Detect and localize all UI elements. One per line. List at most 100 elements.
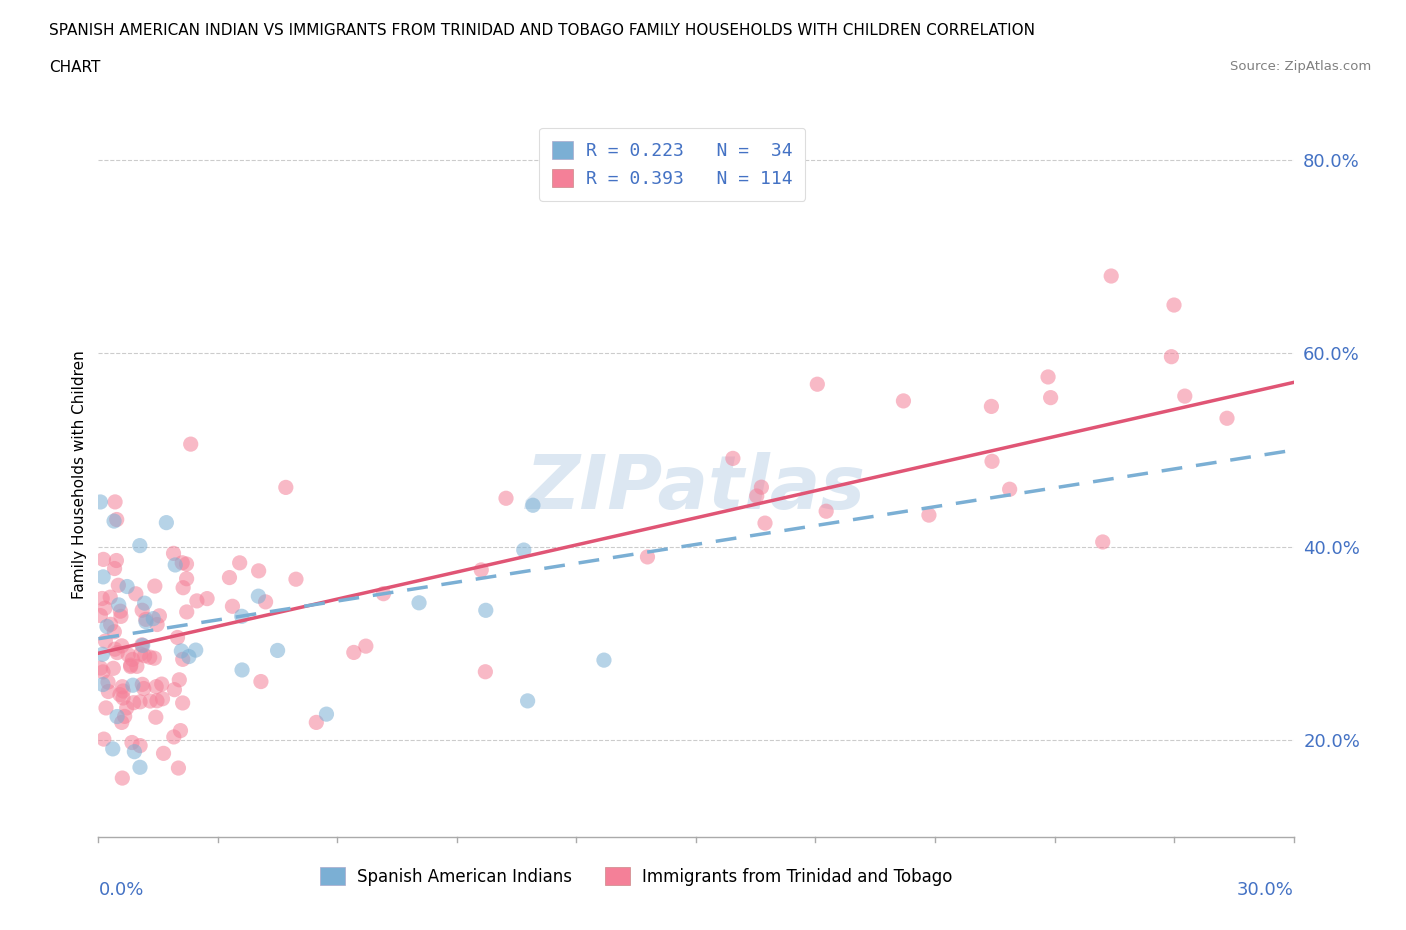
Point xyxy=(751,480,773,495)
Point xyxy=(266,643,288,658)
Point xyxy=(91,591,114,606)
Point xyxy=(94,633,117,648)
Point xyxy=(1039,391,1062,405)
Point xyxy=(100,617,122,631)
Point xyxy=(998,482,1021,497)
Point xyxy=(103,513,125,528)
Point xyxy=(96,619,118,634)
Point xyxy=(129,695,152,710)
Point xyxy=(112,691,135,706)
Text: SPANISH AMERICAN INDIAN VS IMMIGRANTS FROM TRINIDAD AND TOBAGO FAMILY HOUSEHOLDS: SPANISH AMERICAN INDIAN VS IMMIGRANTS FR… xyxy=(49,23,1035,38)
Point xyxy=(250,674,273,689)
Point xyxy=(104,642,127,657)
Point xyxy=(104,495,127,510)
Point xyxy=(89,495,111,510)
Point xyxy=(169,724,191,738)
Point xyxy=(170,644,193,658)
Point xyxy=(180,437,202,452)
Point xyxy=(93,551,115,566)
Point xyxy=(131,638,153,653)
Point xyxy=(129,738,152,753)
Point xyxy=(1160,350,1182,365)
Point xyxy=(111,715,134,730)
Point xyxy=(105,512,128,527)
Point xyxy=(105,645,128,660)
Point xyxy=(105,709,128,724)
Point xyxy=(103,624,125,639)
Point xyxy=(101,741,124,756)
Point xyxy=(593,653,616,668)
Point xyxy=(1216,411,1239,426)
Point xyxy=(315,707,337,722)
Point xyxy=(129,760,152,775)
Point xyxy=(166,630,188,644)
Point xyxy=(184,643,207,658)
Point xyxy=(94,601,117,616)
Point xyxy=(918,508,941,523)
Point xyxy=(637,550,659,565)
Point xyxy=(162,546,184,561)
Point xyxy=(176,571,198,586)
Point xyxy=(155,515,177,530)
Point xyxy=(131,603,153,618)
Point xyxy=(128,538,150,553)
Point xyxy=(120,658,142,672)
Point xyxy=(745,488,768,503)
Point xyxy=(122,696,145,711)
Point xyxy=(408,595,430,610)
Point xyxy=(354,639,377,654)
Point xyxy=(139,694,162,709)
Point xyxy=(218,570,240,585)
Point xyxy=(177,649,200,664)
Point xyxy=(97,684,120,699)
Point xyxy=(108,687,131,702)
Text: CHART: CHART xyxy=(49,60,101,75)
Point xyxy=(513,542,536,557)
Point xyxy=(131,677,153,692)
Point xyxy=(163,729,186,744)
Point xyxy=(135,612,157,627)
Text: ZIPatlas: ZIPatlas xyxy=(526,452,866,525)
Point xyxy=(121,652,143,667)
Point xyxy=(115,700,138,715)
Point xyxy=(107,578,129,592)
Point xyxy=(981,454,1004,469)
Point xyxy=(1091,535,1114,550)
Point xyxy=(169,672,191,687)
Point xyxy=(172,580,194,595)
Point xyxy=(115,579,138,594)
Point xyxy=(1163,298,1185,312)
Point xyxy=(91,569,114,584)
Point xyxy=(470,563,492,578)
Point xyxy=(284,572,307,587)
Point xyxy=(110,609,132,624)
Point xyxy=(165,557,187,572)
Point xyxy=(132,681,155,696)
Point xyxy=(134,596,156,611)
Point xyxy=(143,651,166,666)
Point xyxy=(373,586,395,601)
Point xyxy=(94,700,117,715)
Point xyxy=(129,646,152,661)
Point xyxy=(112,684,135,698)
Point xyxy=(142,611,165,626)
Point xyxy=(91,677,114,692)
Point xyxy=(221,599,243,614)
Point xyxy=(125,587,148,602)
Text: 30.0%: 30.0% xyxy=(1237,881,1294,898)
Point xyxy=(176,556,198,571)
Point xyxy=(103,561,125,576)
Point xyxy=(120,659,142,674)
Point xyxy=(145,679,167,694)
Point xyxy=(138,650,160,665)
Point xyxy=(111,771,134,786)
Point xyxy=(495,491,517,506)
Point xyxy=(305,715,328,730)
Point xyxy=(247,564,270,578)
Point xyxy=(231,662,253,677)
Point xyxy=(107,597,129,612)
Point xyxy=(1099,269,1122,284)
Point xyxy=(146,618,169,632)
Point xyxy=(522,498,544,512)
Point xyxy=(146,694,169,709)
